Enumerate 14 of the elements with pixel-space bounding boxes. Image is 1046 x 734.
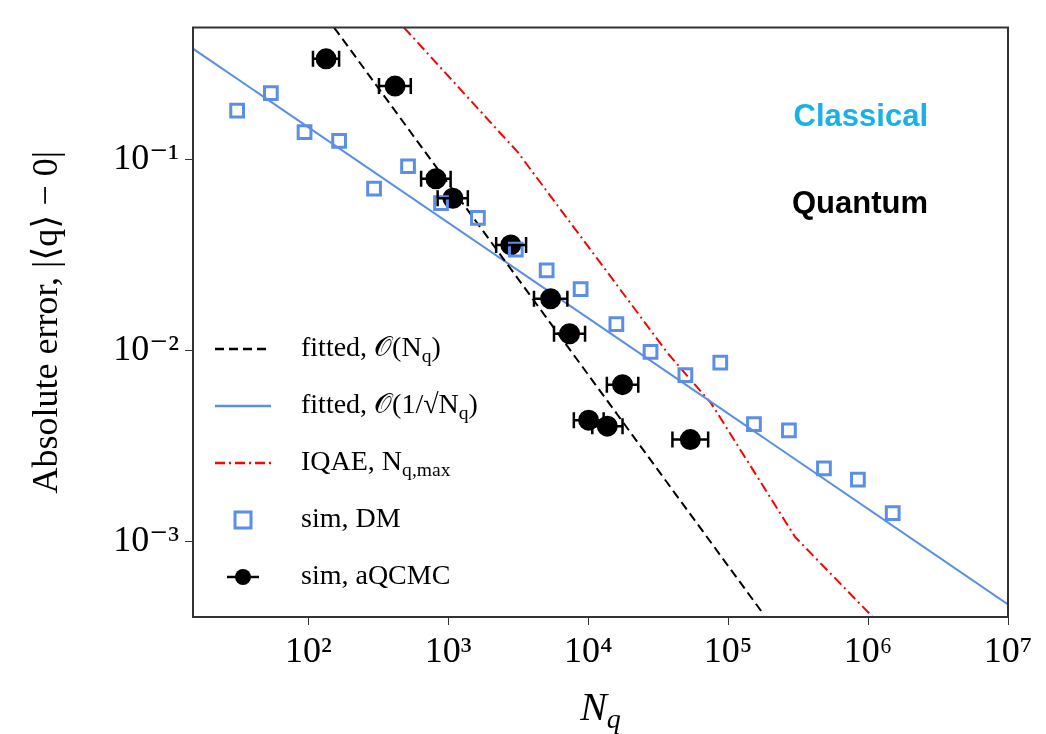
annotation: Classical bbox=[793, 98, 929, 134]
x-tick-label: 10⁷ bbox=[983, 630, 1033, 671]
y-tick-label: 10⁻¹ bbox=[113, 136, 179, 177]
annotation: Quantum bbox=[791, 185, 929, 221]
x-tick-label: 10⁵ bbox=[703, 630, 753, 671]
y-tick-label: 10⁻³ bbox=[113, 518, 180, 559]
x-tick-label: 10⁴ bbox=[563, 630, 613, 671]
legend-label: sim, DM bbox=[301, 502, 401, 534]
legend-label: sim, aQCMC bbox=[301, 559, 451, 591]
y-tick-label: 10⁻² bbox=[113, 327, 179, 368]
x-tick-label: 10³ bbox=[424, 630, 472, 671]
y-axis-title: Absolute error, |⟨q⟩ − 0| bbox=[25, 151, 66, 494]
x-tick-label: 10² bbox=[284, 630, 332, 671]
x-tick-label: 10⁶ bbox=[843, 630, 893, 671]
